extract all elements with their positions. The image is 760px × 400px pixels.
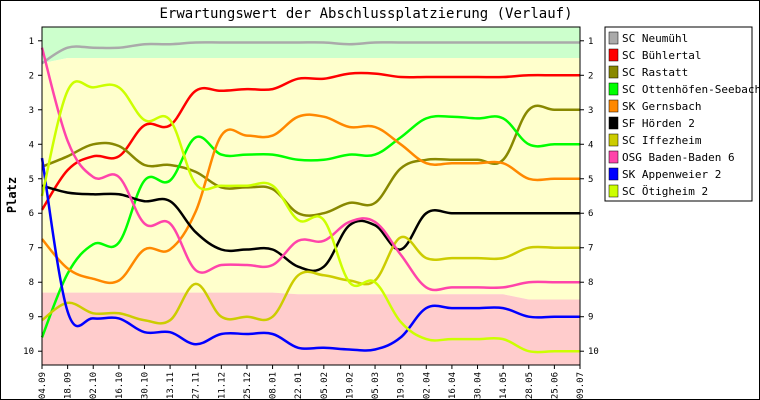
- series-line-2: [40, 71, 580, 211]
- y-tick-label-left: 5: [29, 175, 34, 185]
- x-tick-label: 25.06: [550, 372, 560, 399]
- x-tick-label: 09.07: [576, 372, 586, 399]
- legend-swatch: [608, 150, 619, 164]
- x-tick-label: 14.05: [499, 372, 509, 399]
- zone-middle: [42, 58, 580, 300]
- y-tick-label-right: 1: [588, 37, 593, 47]
- y-tick-label-left: 10: [23, 347, 34, 357]
- legend-swatch: [608, 65, 619, 79]
- series-line-5: [41, 113, 580, 285]
- x-tick-label: 05.03: [371, 372, 381, 399]
- y-tick-label-left: 8: [29, 278, 34, 288]
- legend-label: OSG Baden-Baden 6: [622, 151, 735, 164]
- y-tick-label-right: 5: [588, 175, 593, 185]
- x-tick-label: 13.11: [166, 372, 176, 399]
- x-tick-label: 08.01: [269, 372, 279, 399]
- y-tick-label-right: 8: [588, 278, 593, 288]
- legend-swatch: [608, 48, 619, 62]
- x-tick-label: 27.11: [192, 372, 202, 399]
- y-tick-label-right: 7: [588, 244, 593, 254]
- chart-title: Erwartungswert der Abschlussplatzierung …: [159, 6, 572, 22]
- y-tick-label-left: 3: [29, 106, 34, 116]
- legend-label: SC Bühlertal: [622, 49, 701, 62]
- legend-label: SK Appenweier 2: [622, 168, 721, 181]
- legend-swatch: [608, 31, 619, 45]
- legend-swatch: [608, 184, 619, 198]
- legend-box: [604, 26, 753, 202]
- y-tick-label-left: 4: [29, 140, 34, 150]
- y-axis-label: Platz: [5, 177, 19, 213]
- x-tick-label: 02.10: [89, 372, 99, 399]
- x-tick-label: 30.10: [140, 372, 150, 399]
- legend: SC Neumühl SC Bühlertal SC Rastatt SC Otten…: [604, 26, 760, 202]
- y-tick-label-left: 6: [29, 209, 34, 219]
- y-tick-label-right: 10: [588, 347, 599, 357]
- y-tick-label-right: 2: [588, 71, 593, 81]
- legend-swatch: [608, 82, 619, 96]
- legend-swatch: [608, 116, 619, 130]
- legend-swatch: [608, 99, 619, 113]
- legend-label: SF Hörden 2: [622, 117, 695, 130]
- legend-label: SK Gernsbach: [622, 100, 701, 113]
- legend-label: SC Ottenhöfen-Seebach: [622, 83, 760, 96]
- series-layer: [40, 41, 580, 354]
- y-tick-label-left: 2: [29, 71, 34, 81]
- x-tick-label: 18.09: [64, 372, 74, 399]
- series-line-8: [40, 47, 580, 292]
- legend-label: SC Iffezheim: [622, 134, 702, 147]
- plot-area: [41, 26, 581, 366]
- series-line-7: [41, 235, 580, 325]
- x-tick-label: 16.10: [115, 372, 125, 399]
- legend-swatch: [608, 167, 619, 181]
- x-tick-label: 05.02: [320, 372, 330, 399]
- x-tick-label: 30.04: [474, 372, 484, 399]
- zone-top: [42, 27, 580, 64]
- series-line-4: [40, 114, 580, 338]
- series-line-9: [40, 157, 580, 352]
- legend-swatch: [608, 133, 619, 147]
- y-tick-label-right: 3: [588, 106, 593, 116]
- y-ticks-right: 1 2 3 4 5 6 7 8 9 10: [580, 37, 599, 357]
- series-line-1: [41, 41, 580, 65]
- y-tick-label-right: 9: [588, 313, 593, 323]
- x-tick-label: 19.02: [345, 372, 355, 399]
- x-tick-label: 22.01: [294, 372, 304, 399]
- y-tick-label-left: 1: [29, 37, 34, 47]
- y-tick-label-right: 6: [588, 209, 593, 219]
- x-tick-label: 16.04: [448, 372, 458, 399]
- y-tick-label-left: 7: [29, 244, 34, 254]
- x-tick-label: 11.12: [217, 372, 227, 399]
- series-line-10: [40, 80, 580, 354]
- legend-label: SC Ötigheim 2: [622, 185, 708, 198]
- x-tick-label: 04.09: [38, 372, 48, 399]
- legend-label: SC Neumühl: [622, 32, 688, 45]
- x-tick-label: 28.05: [525, 372, 535, 399]
- y-tick-label-left: 9: [29, 313, 34, 323]
- y-tick-label-right: 4: [588, 140, 593, 150]
- legend-label: SC Rastatt: [622, 66, 688, 79]
- x-ticks: 04.09 18.09 02.10 16.10 30.10 13.11 27.11 11.12…: [38, 365, 586, 399]
- x-tick-label: 02.04: [422, 372, 432, 399]
- zone-bottom: [42, 292, 580, 365]
- y-ticks-left: 1 2 3 4 5 6 7 8 9 10: [23, 37, 42, 357]
- x-tick-label: 25.12: [243, 372, 253, 399]
- x-tick-label: 19.03: [397, 372, 407, 399]
